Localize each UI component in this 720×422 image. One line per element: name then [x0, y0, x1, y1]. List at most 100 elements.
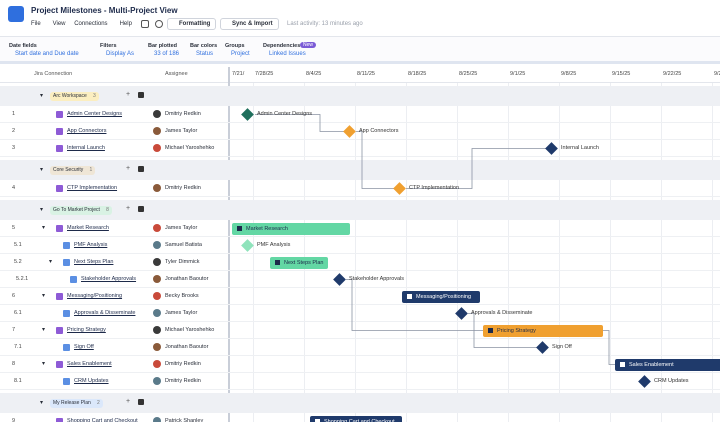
menu-item[interactable]: Connections [74, 21, 108, 27]
bar-icon [488, 327, 493, 333]
assignee-name: James Taylor [165, 225, 198, 231]
avatar [153, 241, 161, 249]
group-caret[interactable]: ▾ [40, 167, 44, 173]
bar-icon [237, 225, 242, 231]
task-bar[interactable]: Messaging/Positioning [402, 290, 480, 303]
issue-title[interactable]: Messaging/Positioning [67, 293, 123, 299]
milestone-label: Approvals & Disseminate [471, 309, 533, 316]
icon-button[interactable] [141, 20, 150, 28]
issue-title[interactable]: App Connectors [67, 128, 107, 134]
assignee-name: James Taylor [165, 128, 198, 134]
expand-caret[interactable]: ▾ [42, 293, 46, 299]
add-button[interactable]: + [126, 398, 131, 405]
issue-title[interactable]: Market Research [67, 225, 109, 231]
issue-title[interactable]: PMF Analysis [74, 242, 108, 248]
add-button[interactable]: + [126, 91, 131, 98]
toolbar-button[interactable]: Sync & Import [220, 18, 279, 30]
group-name: Go To Market Project [53, 207, 100, 213]
icon-button[interactable] [155, 20, 164, 28]
add-button[interactable]: + [126, 205, 131, 212]
menu-item[interactable]: View [52, 21, 66, 27]
row-number: 8 [12, 361, 16, 367]
setting-value[interactable]: Start date and Due date [15, 51, 79, 57]
group-caret[interactable]: ▾ [40, 207, 44, 213]
issue-icon [63, 242, 70, 249]
group-caret[interactable]: ▾ [40, 400, 44, 406]
setting-value[interactable]: Status [196, 51, 214, 57]
week-line [406, 83, 407, 422]
toolbar-button[interactable]: Formatting [167, 18, 217, 30]
setting-value[interactable]: Display As [106, 51, 135, 57]
issue-title[interactable]: Internal Launch [67, 145, 105, 151]
app-icon [8, 6, 24, 22]
milestone-label: Internal Launch [561, 144, 599, 151]
flag-button[interactable] [138, 92, 144, 98]
task-bar[interactable]: Shopping Cart and Checkout [310, 415, 402, 422]
assignee-name: Michael Yaroshehko [165, 145, 215, 151]
issue-icon [56, 111, 63, 118]
issue-title[interactable]: Admin Center Designs [67, 111, 123, 117]
avatar [153, 343, 161, 351]
issue-title[interactable]: Approvals & Disseminate [74, 310, 136, 316]
avatar [153, 309, 161, 317]
flag-button[interactable] [138, 206, 144, 212]
row-number: 8.1 [14, 378, 22, 384]
issue-icon [56, 225, 63, 232]
issue-icon [63, 344, 70, 351]
doc-title: Project Milestones - Multi-Project View [31, 6, 178, 15]
assignee-name: Patrick Shanley [165, 418, 204, 422]
flag-button[interactable] [138, 399, 144, 405]
week-line [508, 83, 509, 422]
row-number: 5.1 [14, 242, 22, 248]
group-row [0, 200, 720, 220]
issue-title[interactable]: Stakeholder Approvals [81, 276, 137, 282]
issue-title[interactable]: CRM Updates [74, 378, 109, 384]
issue-title[interactable]: Sign Off [74, 344, 94, 350]
dependency-line [356, 131, 394, 189]
task-row [0, 254, 720, 271]
row-number: 7.1 [14, 344, 22, 350]
expand-caret[interactable]: ▾ [42, 327, 46, 333]
avatar [153, 184, 161, 192]
setting-label: Filters [100, 43, 117, 49]
task-bar[interactable]: Sales Enablement [615, 358, 720, 371]
setting-value[interactable]: Linked Issues [269, 51, 306, 57]
expand-caret[interactable]: ▾ [42, 225, 46, 231]
issue-title[interactable]: Shopping Cart and Checkout [67, 418, 138, 422]
expand-caret[interactable]: ▾ [42, 361, 46, 367]
group-count: 8 [106, 207, 109, 213]
task-row [0, 237, 720, 254]
row-number: 1 [12, 111, 16, 117]
group-caret[interactable]: ▾ [40, 93, 44, 99]
task-bar[interactable]: Pricing Strategy [483, 324, 603, 337]
bar-icon [407, 293, 412, 299]
issue-title[interactable]: Next Steps Plan [74, 259, 114, 265]
group-chip: Arc Workspace 3 [50, 92, 99, 101]
avatar [153, 224, 161, 232]
setting-value[interactable]: Project [231, 51, 250, 57]
bar-icon [620, 361, 625, 367]
week-line [355, 83, 356, 422]
issue-icon [56, 327, 63, 334]
milestone-label: Admin Center Designs [257, 110, 313, 117]
date-label: 9/1/25 [510, 71, 526, 77]
row-number: 6.1 [14, 310, 22, 316]
menu-item[interactable]: Help [119, 21, 132, 27]
issue-title[interactable]: CTP Implementation [67, 185, 118, 191]
task-row [0, 220, 720, 237]
task-row [0, 140, 720, 157]
task-bar[interactable]: Market Research [232, 222, 350, 235]
issue-title[interactable]: Pricing Strategy [67, 327, 106, 333]
setting-value[interactable]: 33 of 186 [154, 51, 180, 57]
date-label: 8/18/25 [408, 71, 427, 77]
flag-button[interactable] [138, 166, 144, 172]
issue-icon [56, 361, 63, 368]
add-button[interactable]: + [126, 165, 131, 172]
issue-title[interactable]: Sales Enablement [67, 361, 112, 367]
menu-item[interactable]: File [31, 21, 41, 27]
task-bar[interactable]: Next Steps Plan [270, 256, 328, 269]
expand-caret[interactable]: ▾ [49, 259, 53, 265]
group-chip: Go To Market Project 8 [50, 206, 112, 215]
issue-icon [63, 310, 70, 317]
